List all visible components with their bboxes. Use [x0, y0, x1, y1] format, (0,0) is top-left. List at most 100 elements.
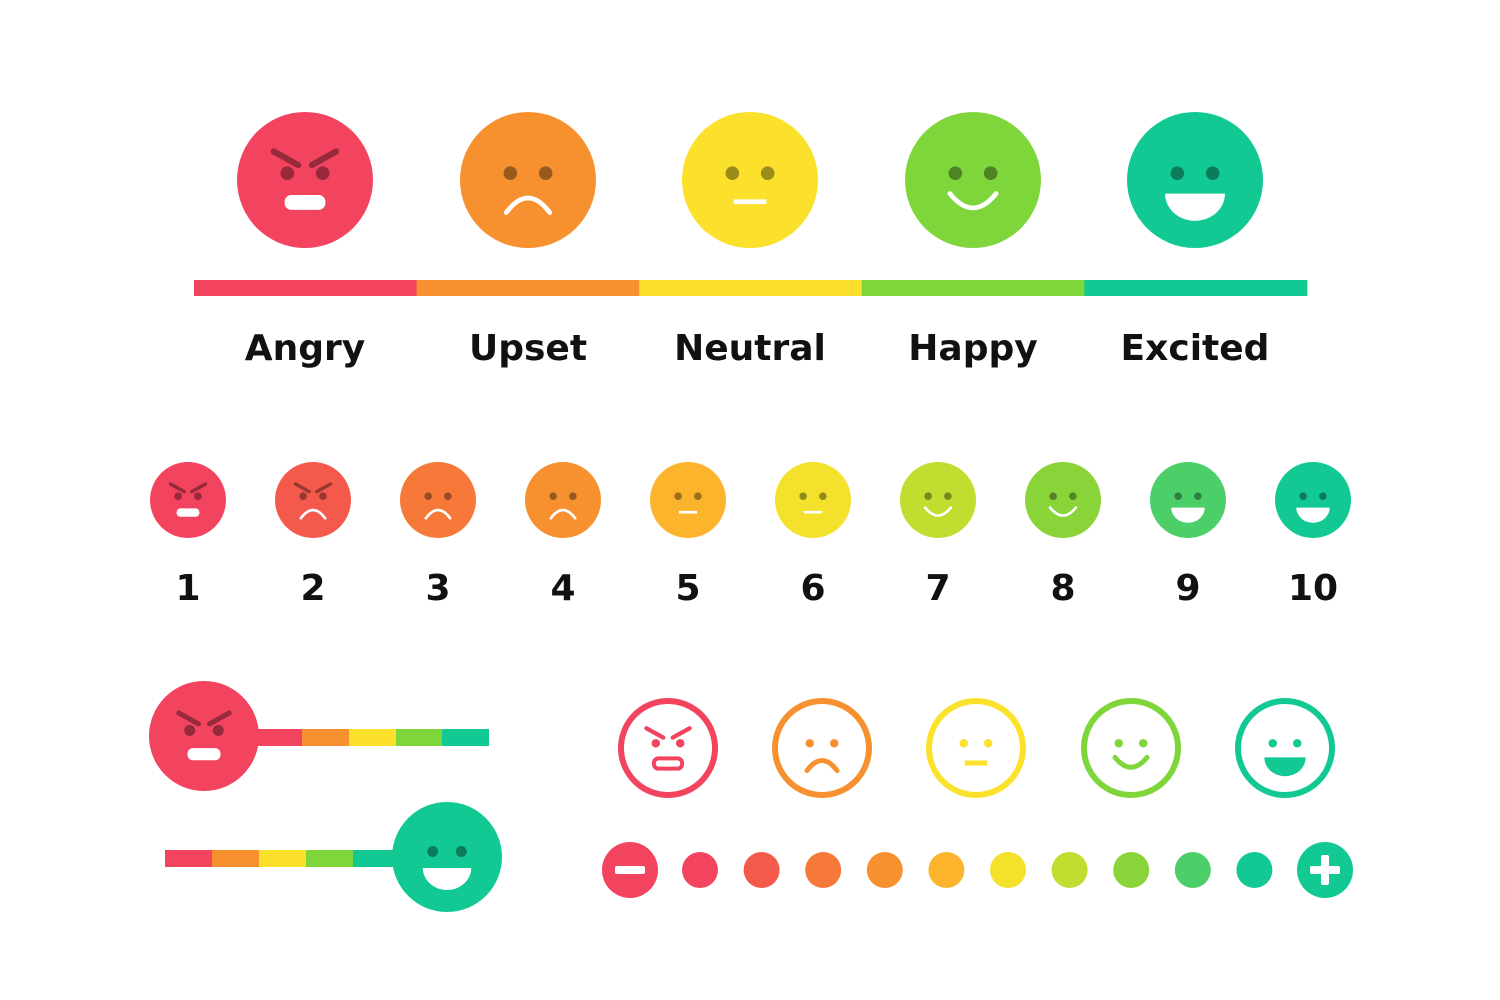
- mouth: [1165, 193, 1225, 221]
- brow: [315, 482, 333, 494]
- face: [650, 462, 726, 538]
- brow: [270, 148, 302, 169]
- face-outline: [1081, 698, 1181, 798]
- rating-label: 10: [1288, 568, 1338, 609]
- eye: [1138, 739, 1148, 748]
- face-disc: [905, 112, 1041, 248]
- eye: [983, 166, 998, 180]
- face: [618, 698, 718, 798]
- scale-segment: [861, 280, 1085, 296]
- eye: [924, 492, 932, 501]
- mouth: [299, 508, 327, 520]
- mouth: [923, 506, 953, 517]
- eye: [799, 492, 807, 501]
- brow: [168, 482, 186, 494]
- mood-label: Neutral: [674, 328, 826, 369]
- face: [1025, 462, 1101, 538]
- rating-dot[interactable]: [1051, 852, 1088, 888]
- face-disc: [650, 462, 726, 538]
- rating-dot[interactable]: [928, 852, 965, 888]
- brow: [670, 726, 692, 740]
- mouth: [804, 757, 840, 774]
- slider-segment: [165, 850, 212, 867]
- eye: [212, 725, 224, 736]
- eye: [319, 492, 327, 501]
- face: [275, 462, 351, 538]
- eye: [444, 492, 452, 501]
- face-outline: [618, 698, 718, 798]
- mouth: [947, 191, 999, 211]
- eye: [1174, 492, 1182, 501]
- face-disc: [1275, 462, 1351, 538]
- eye: [725, 166, 740, 180]
- slider-segment: [442, 729, 489, 746]
- slider-segment: [258, 729, 302, 746]
- face-disc: [900, 462, 976, 538]
- eye: [549, 492, 557, 501]
- slider-segment: [353, 850, 400, 867]
- face-disc: [150, 462, 226, 538]
- eye: [194, 492, 202, 501]
- face-disc: [392, 802, 502, 912]
- rating-dot[interactable]: [990, 852, 1026, 888]
- rating-label: 3: [425, 568, 450, 609]
- face-disc: [1150, 462, 1226, 538]
- mouth: [1171, 507, 1205, 523]
- eye: [184, 725, 196, 736]
- rating-label: 8: [1050, 568, 1075, 609]
- mouth: [503, 195, 553, 216]
- face: [682, 112, 818, 248]
- slider-segment: [302, 729, 349, 746]
- rating-dot[interactable]: [1113, 852, 1150, 888]
- eye: [455, 846, 467, 857]
- eye: [983, 739, 993, 748]
- eye: [315, 166, 330, 180]
- slider-segment: [259, 850, 306, 867]
- face: [1275, 462, 1351, 538]
- eye: [427, 846, 439, 857]
- slider-segment: [396, 729, 442, 746]
- mouth: [176, 508, 200, 517]
- eye: [948, 166, 963, 180]
- mouth: [1296, 507, 1330, 523]
- face: [150, 462, 226, 538]
- eye: [760, 166, 775, 180]
- scale-segment: [416, 280, 640, 296]
- eye: [503, 166, 518, 180]
- rating-dot[interactable]: [682, 852, 718, 888]
- eye: [1268, 739, 1278, 748]
- eye: [829, 739, 839, 748]
- mouth: [422, 868, 472, 890]
- eye: [1114, 739, 1124, 748]
- face-disc: [682, 112, 818, 248]
- face: [900, 462, 976, 538]
- face-disc: [1025, 462, 1101, 538]
- scale-segment: [1084, 280, 1308, 296]
- rating-label: 7: [925, 568, 950, 609]
- eye: [1299, 492, 1307, 501]
- plus-sign: [1321, 855, 1329, 885]
- face-disc: [460, 112, 596, 248]
- mouth: [1112, 754, 1150, 770]
- face: [1150, 462, 1226, 538]
- rating-dot[interactable]: [743, 852, 780, 888]
- eye: [538, 166, 553, 180]
- brow: [207, 710, 232, 727]
- rating-dot[interactable]: [805, 852, 842, 888]
- mood-label: Upset: [469, 328, 587, 369]
- eye: [651, 739, 661, 748]
- rating-dot[interactable]: [1236, 852, 1273, 888]
- face: [772, 698, 872, 798]
- eye: [569, 492, 577, 501]
- face-disc: [400, 462, 476, 538]
- face-outline: [1235, 698, 1335, 798]
- eye: [959, 739, 969, 748]
- face: [775, 462, 851, 538]
- mouth: [549, 508, 577, 520]
- face: [525, 462, 601, 538]
- face: [1127, 112, 1263, 248]
- slider-segment: [306, 850, 353, 867]
- rating-dot[interactable]: [866, 852, 903, 888]
- eye: [675, 739, 685, 748]
- rating-dot[interactable]: [1174, 852, 1211, 888]
